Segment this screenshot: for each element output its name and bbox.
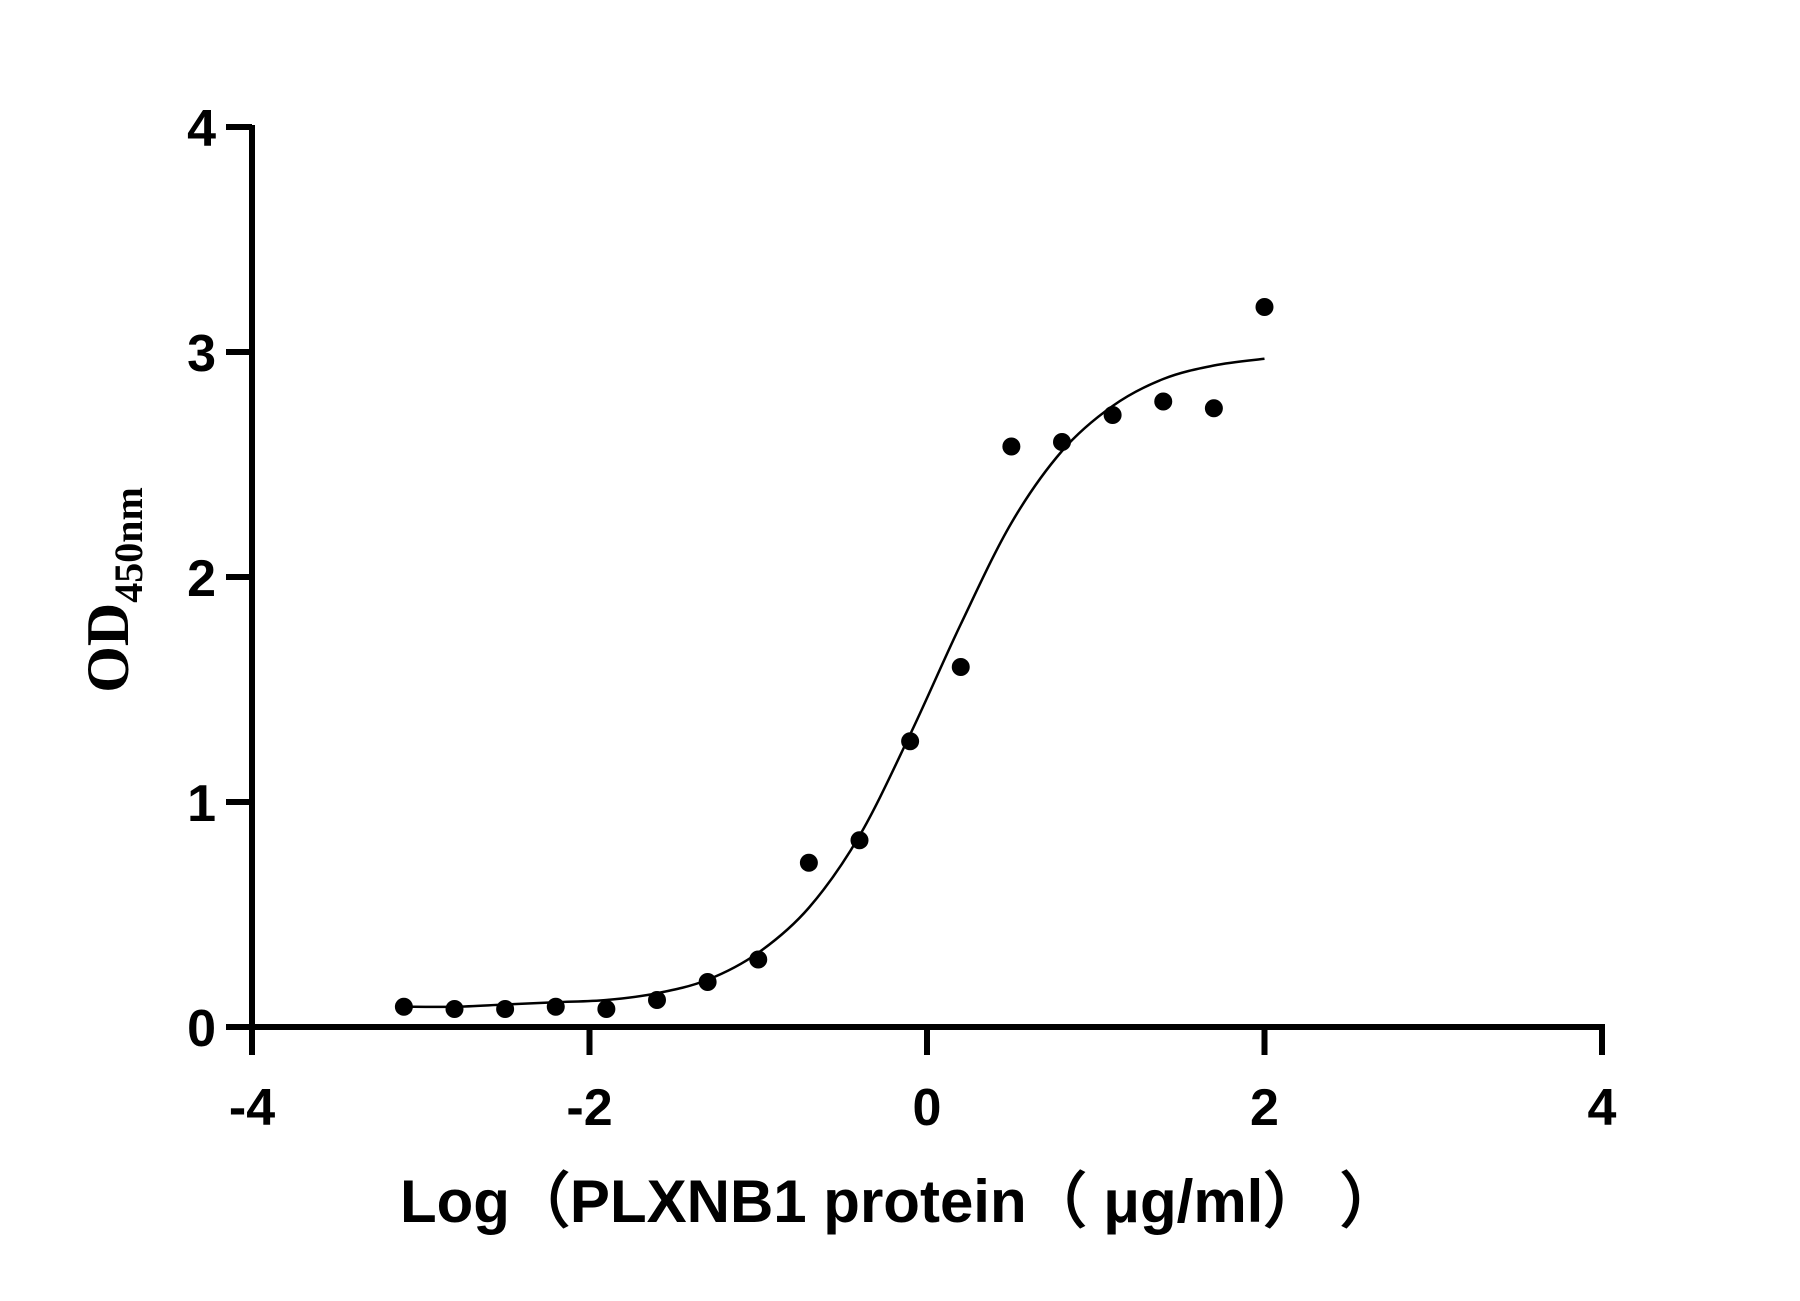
y-tick-label: 2 [187, 550, 216, 608]
x-tick-label: -4 [229, 1079, 275, 1137]
data-point [496, 1000, 515, 1018]
data-point [1204, 399, 1223, 418]
x-axis-title: Log（PLXNB1 protein（ μg/ml） ） [400, 1168, 1400, 1235]
data-point [901, 732, 920, 751]
data-point [951, 658, 970, 676]
y-tick-label: 3 [187, 325, 216, 383]
x-tick-label: -2 [566, 1079, 612, 1137]
x-tick-label: 2 [1250, 1079, 1279, 1137]
data-point [1154, 392, 1173, 411]
data-point [749, 950, 768, 969]
y-axis-title-main: OD [75, 603, 141, 693]
data-point [597, 1000, 616, 1018]
data-point [1053, 433, 1071, 451]
data-point [1103, 406, 1122, 424]
y-tick-label: 0 [187, 1000, 216, 1058]
data-point [1002, 437, 1021, 456]
y-axis-title: OD450nm [75, 487, 151, 693]
y-axis-title-subscript: 450nm [106, 487, 151, 603]
data-point [698, 973, 717, 991]
data-point [1255, 298, 1274, 316]
x-tick-label: 0 [913, 1079, 942, 1137]
data-point [394, 997, 413, 1016]
data-point [546, 997, 565, 1016]
data-point [445, 1000, 464, 1018]
y-tick-label: 1 [187, 775, 216, 833]
data-point [799, 853, 818, 872]
data-point [648, 991, 666, 1009]
data-point [850, 831, 869, 850]
x-tick-label: 4 [1588, 1079, 1617, 1137]
y-tick-label: 4 [187, 100, 216, 158]
